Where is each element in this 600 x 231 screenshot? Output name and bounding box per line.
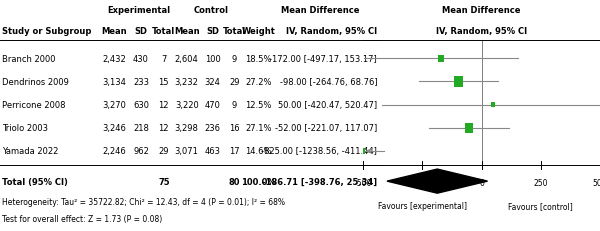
Text: 430: 430 [133,55,149,63]
Text: Mean: Mean [101,27,127,36]
Text: Dendrinos 2009: Dendrinos 2009 [2,78,69,86]
Text: 18.5%: 18.5% [245,55,272,63]
Text: 16: 16 [229,124,239,133]
Text: -250: -250 [413,178,431,187]
Text: 3,246: 3,246 [103,124,126,133]
Text: 2,246: 2,246 [103,147,126,156]
Text: IV, Random, 95% CI: IV, Random, 95% CI [286,27,377,36]
Bar [465,123,473,133]
Text: -172.00 [-497.17, 153.17]: -172.00 [-497.17, 153.17] [269,55,377,63]
Text: 250: 250 [533,178,548,187]
Text: 17: 17 [229,147,239,156]
Text: 3,220: 3,220 [175,101,199,109]
Text: SD: SD [206,27,219,36]
Text: Triolo 2003: Triolo 2003 [2,124,48,133]
Text: Mean Difference: Mean Difference [442,6,521,15]
Text: Mean: Mean [174,27,200,36]
Text: 27.2%: 27.2% [245,78,272,86]
Text: 3,232: 3,232 [175,78,199,86]
Text: 80: 80 [229,177,240,186]
Text: 2,604: 2,604 [175,55,199,63]
Text: Favours [control]: Favours [control] [508,201,573,210]
Text: 324: 324 [205,78,221,86]
Text: 3,134: 3,134 [103,78,126,86]
Text: 12.5%: 12.5% [245,101,272,109]
Text: 7: 7 [161,55,167,63]
Text: Study or Subgroup: Study or Subgroup [2,27,91,36]
Text: 9: 9 [232,101,237,109]
Text: SD: SD [134,27,148,36]
Text: 218: 218 [133,124,149,133]
Text: 3,071: 3,071 [175,147,199,156]
Text: 14.6%: 14.6% [245,147,272,156]
Text: 3,270: 3,270 [103,101,126,109]
Text: Test for overall effect: Z = 1.73 (P = 0.08): Test for overall effect: Z = 1.73 (P = 0… [2,214,162,223]
Text: 29: 29 [229,78,239,86]
Text: 463: 463 [205,147,221,156]
Text: Control: Control [193,6,228,15]
Bar [438,55,443,62]
Text: 962: 962 [133,147,149,156]
Text: 75: 75 [158,177,170,186]
Text: 27.1%: 27.1% [245,124,272,133]
Text: Perricone 2008: Perricone 2008 [2,101,65,109]
Text: 500: 500 [593,178,600,187]
Text: Total (95% CI): Total (95% CI) [2,177,68,186]
Text: 3,298: 3,298 [175,124,199,133]
Bar [454,77,463,87]
Text: 50.00 [-420.47, 520.47]: 50.00 [-420.47, 520.47] [278,101,377,109]
Text: 630: 630 [133,101,149,109]
Text: 29: 29 [158,147,169,156]
Text: Branch 2000: Branch 2000 [2,55,55,63]
Text: 0: 0 [479,178,484,187]
Text: Heterogeneity: Tau² = 35722.82; Chi² = 12.43, df = 4 (P = 0.01); I² = 68%: Heterogeneity: Tau² = 35722.82; Chi² = 1… [2,198,285,207]
Text: Experimental: Experimental [107,6,170,15]
Text: 233: 233 [133,78,149,86]
Text: Favours [experimental]: Favours [experimental] [378,201,467,210]
Text: Yamada 2022: Yamada 2022 [2,147,58,156]
Text: Weight: Weight [241,27,275,36]
Text: Total: Total [152,27,175,36]
Text: 15: 15 [158,78,169,86]
Polygon shape [387,169,488,193]
Text: 12: 12 [158,124,169,133]
Text: 12: 12 [158,101,169,109]
Text: 100: 100 [205,55,220,63]
Text: -825.00 [-1238.56, -411.44]: -825.00 [-1238.56, -411.44] [262,147,377,156]
Text: 2,432: 2,432 [103,55,126,63]
Text: Total: Total [223,27,246,36]
Text: IV, Random, 95% CI: IV, Random, 95% CI [436,27,527,36]
Text: 100.0%: 100.0% [241,177,275,186]
Text: -500: -500 [355,178,371,187]
Text: -186.71 [-398.76, 25.34]: -186.71 [-398.76, 25.34] [262,177,377,186]
Text: 9: 9 [232,55,237,63]
Text: -52.00 [-221.07, 117.07]: -52.00 [-221.07, 117.07] [275,124,377,133]
Text: -98.00 [-264.76, 68.76]: -98.00 [-264.76, 68.76] [280,78,377,86]
Text: 236: 236 [205,124,221,133]
Text: Mean Difference: Mean Difference [281,6,359,15]
Bar [361,149,365,154]
Text: 470: 470 [205,101,221,109]
Bar [491,103,496,107]
